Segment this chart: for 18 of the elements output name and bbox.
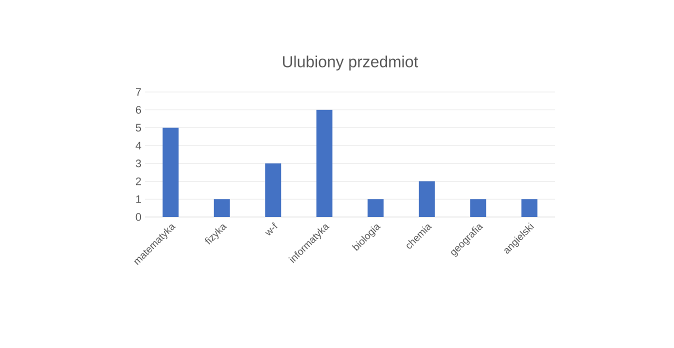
chart-title: Ulubiony przedmiot	[283, 56, 418, 71]
y-tick-label: 4	[136, 142, 142, 150]
y-tick-label: 2	[136, 177, 141, 186]
y-tick-label: 5	[136, 124, 142, 132]
y-tick-label: 6	[136, 106, 141, 114]
bar	[470, 199, 486, 217]
bar	[368, 199, 384, 217]
bar	[162, 128, 179, 217]
bar	[521, 199, 538, 217]
y-tick-label: 3	[136, 160, 141, 168]
y-tick-label: 7	[136, 88, 141, 96]
bar	[316, 110, 332, 217]
bar	[418, 181, 435, 217]
bar	[265, 163, 282, 217]
x-tick-label: w-f	[265, 222, 278, 236]
y-tick-label: 0	[136, 213, 142, 221]
y-tick-label: 1	[136, 195, 141, 203]
bar	[214, 199, 230, 217]
